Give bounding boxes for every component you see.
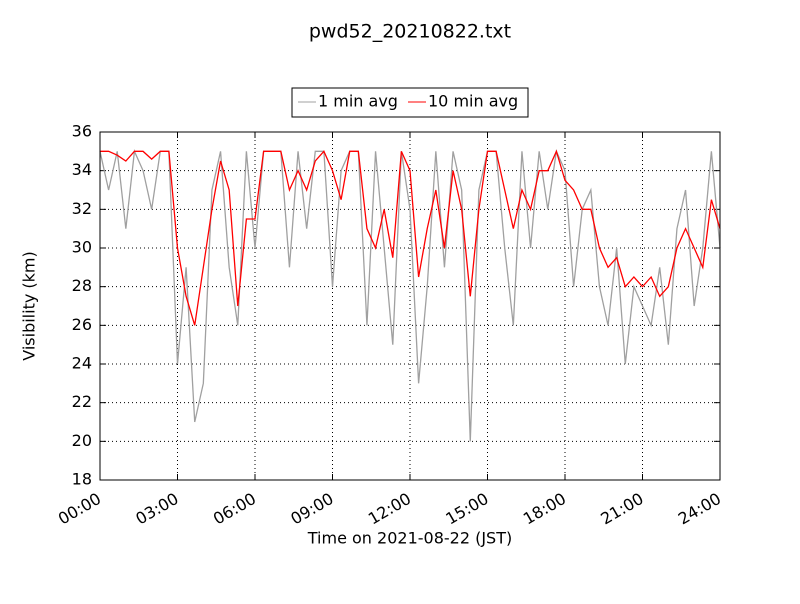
data-line: [99, 148, 721, 442]
y-tick-label: 22: [72, 392, 92, 411]
plot-frame: [99, 131, 721, 481]
legend: 1 min avg 10 min avg: [291, 87, 529, 118]
y-tick-label: 18: [72, 470, 92, 489]
y-tick-label: 20: [72, 431, 92, 450]
y-tick-label: 26: [72, 315, 92, 334]
chart-title: pwd52_20210822.txt: [309, 21, 511, 43]
legend-label: 10 min avg: [428, 92, 518, 111]
y-tick-label: 24: [72, 354, 92, 373]
legend-label: 1 min avg: [318, 92, 398, 111]
x-axis-label: Time on 2021-08-22 (JST): [307, 529, 512, 548]
data-line: [100, 149, 721, 326]
y-tick-label: 36: [72, 122, 92, 141]
y-tick-label: 32: [72, 199, 92, 218]
y-axis-label: Visibility (km): [20, 251, 39, 360]
y-tick-label: 34: [72, 160, 92, 179]
y-tick-label: 30: [72, 238, 92, 257]
y-tick-label: 28: [72, 276, 92, 295]
